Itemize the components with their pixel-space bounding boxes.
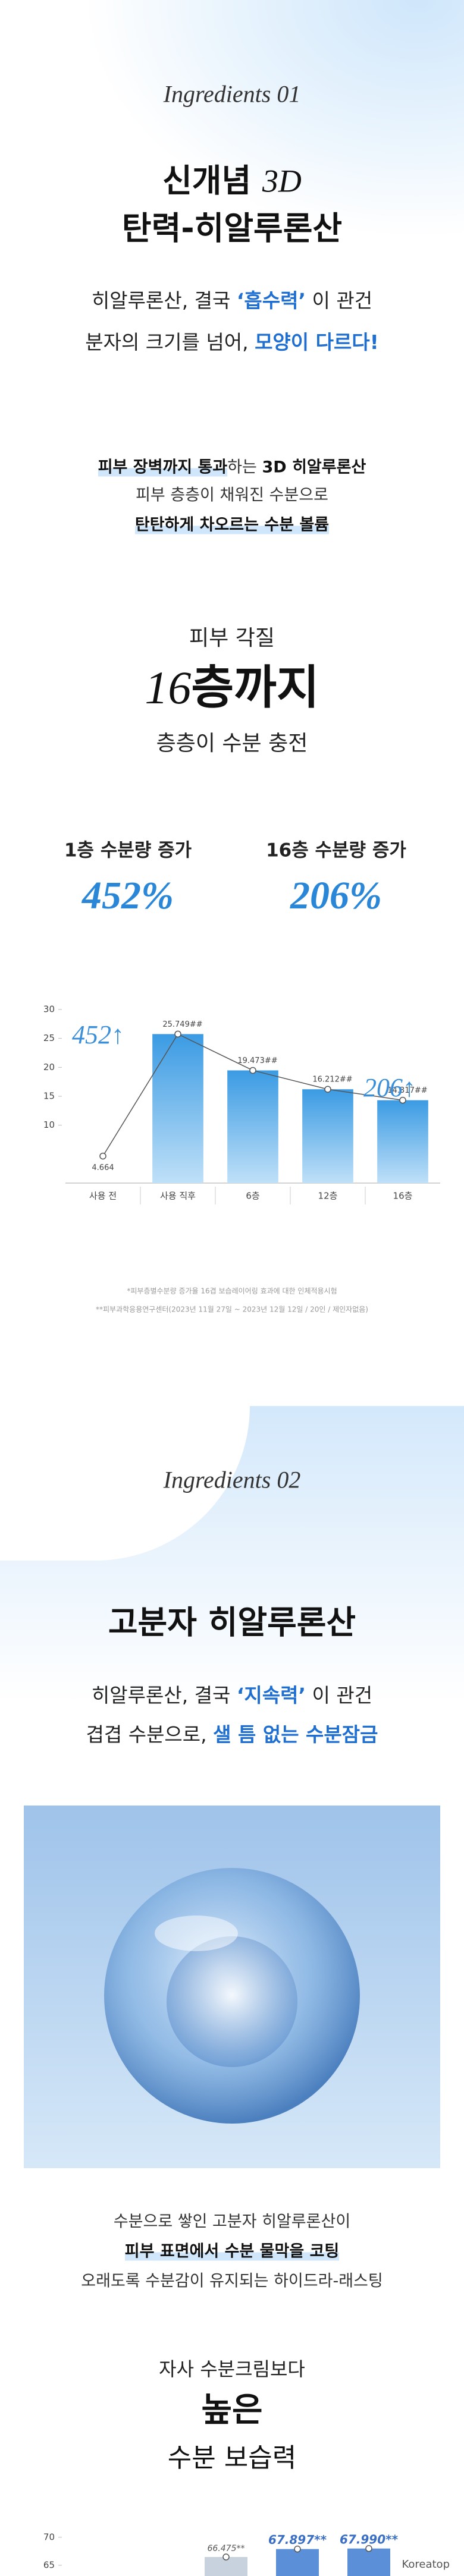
y-tick-label: 70 <box>43 2531 55 2542</box>
compare-post: 수분 보습력 <box>167 2443 297 2473</box>
bar <box>276 2549 319 2576</box>
bubble-image <box>24 1806 440 2168</box>
y-tick-label: 10 <box>43 1119 55 1130</box>
emphasis: ‘지속력’ <box>236 1684 306 1707</box>
y-tick-label: 65 <box>43 2559 55 2570</box>
text: 이 관건 <box>306 289 373 312</box>
text: 하는 <box>227 458 262 477</box>
point <box>249 1067 256 1074</box>
value-label: 4.664 <box>92 1163 114 1172</box>
stat-label: 1층 수분량 증가 <box>64 839 192 861</box>
point <box>294 2545 301 2553</box>
highlight: 피부 장벽까지 통과 <box>98 458 228 477</box>
block-line: 피부 층층이 채워진 수분으로 <box>136 486 328 505</box>
block-line: 수분으로 쌓인 고분자 히알루론산이 <box>113 2212 351 2231</box>
point <box>99 1152 106 1160</box>
stat-value: 206% <box>290 874 382 917</box>
emphasis: 샐 틈 없는 수분잠금 <box>213 1723 378 1746</box>
point <box>399 1096 406 1104</box>
x-tick-label: 사용 직후 <box>160 1191 196 1201</box>
emphasis: 모양이 다르다! <box>255 331 379 354</box>
x-tick-label: 6층 <box>246 1191 259 1201</box>
block-line: 오래도록 수분감이 유지되는 하이드라-래스팅 <box>81 2272 383 2291</box>
bar <box>227 1070 278 1183</box>
bg-top <box>0 0 464 416</box>
bar <box>152 1034 203 1183</box>
y-tick-label: 25 <box>43 1033 55 1043</box>
section-label: Ingredients 01 <box>163 80 301 108</box>
text: 이 관건 <box>306 1684 373 1707</box>
y-tick-label: 30 <box>43 1004 55 1015</box>
y-tick-label: 20 <box>43 1062 55 1072</box>
title-part: 신개념 <box>162 162 262 200</box>
point <box>324 1086 331 1093</box>
intro-line: 히알루론산, 결국 ‘흡수력’ 이 관건 <box>0 285 464 313</box>
compare-pre: 자사 수분크림보다 <box>159 2358 305 2380</box>
stat-label: 16층 수분량 증가 <box>266 839 406 861</box>
annotation: 206↑ <box>363 1073 416 1102</box>
title: 고분자 히알루론산 <box>108 1603 356 1641</box>
footnote: **피부과학응용연구센터(2023년 11월 27일 ~ 2023년 12월 1… <box>96 1305 368 1314</box>
x-tick-label: 16층 <box>393 1191 413 1201</box>
block-line: 피부 표면에서 수분 물막을 코팅 <box>0 2238 464 2262</box>
point <box>365 2545 372 2552</box>
highlight: 탄탄하게 차오르는 수분 볼륨 <box>134 515 330 534</box>
layer-heading: 16층까지 <box>0 650 464 717</box>
title-part: 3D <box>262 163 302 199</box>
value-label: 19.473## <box>237 1056 277 1065</box>
text: 분자의 크기를 넘어, <box>85 331 255 354</box>
bar <box>347 2548 390 2576</box>
layer-post: 층층이 수분 충전 <box>156 731 308 756</box>
bar <box>302 1089 353 1183</box>
bar <box>377 1100 428 1183</box>
intro-line: 겹겹 수분으로, 샐 틈 없는 수분잠금 <box>0 1719 464 1747</box>
value-label: 67.897** <box>268 2533 327 2547</box>
title: 탄력-히알루론산 <box>121 209 343 247</box>
value-label: 66.475** <box>208 2544 245 2553</box>
stat-value: 452% <box>82 874 174 917</box>
x-tick-label: 12층 <box>318 1191 338 1201</box>
x-tick-label: 사용 전 <box>89 1191 117 1201</box>
value-label: 14.317## <box>387 1086 427 1095</box>
point <box>174 1030 181 1038</box>
text: 겹겹 수분으로, <box>86 1723 214 1746</box>
point <box>222 2553 230 2561</box>
number: 16 <box>145 662 192 713</box>
annotation: 452↑ <box>72 1020 124 1049</box>
layer-pre: 피부 각질 <box>189 626 275 650</box>
text: 히알루론산, 결국 <box>91 1684 237 1707</box>
intro-line: 분자의 크기를 넘어, 모양이 다르다! <box>0 326 464 355</box>
suffix: 층까지 <box>191 661 319 715</box>
value-label: 67.990** <box>340 2532 399 2546</box>
title: 신개념 3D <box>0 155 464 202</box>
watermark: Koreatop <box>394 2556 457 2572</box>
chart: 10 15 20 25 30 사용 전 사용 직후 6층 12층 16층 4.664 25.749##… <box>43 1004 440 1204</box>
block-line: 피부 장벽까지 통과하는 3D 히알루론산 <box>0 454 464 477</box>
block-line: 탄탄하게 차오르는 수분 볼륨 <box>0 512 464 535</box>
inner-bubble <box>167 1936 297 2067</box>
footnote: *피부층별수분량 증가율 16겹 보습레이어링 효과에 대한 인체적용시험 <box>127 1287 337 1295</box>
section-label: Ingredients 02 <box>163 1466 301 1493</box>
compare-heading: 높은 <box>201 2391 263 2430</box>
chart: 65 70 66.475** 67.897** 67.990** <box>43 2531 399 2576</box>
y-tick-label: 15 <box>43 1091 55 1102</box>
highlight: 피부 표면에서 수분 물막을 코팅 <box>124 2242 340 2261</box>
bold: 3D 히알루론산 <box>262 458 366 477</box>
value-label: 16.212## <box>312 1075 352 1084</box>
value-label: 25.749## <box>162 1020 202 1029</box>
text: 히알루론산, 결국 <box>91 289 237 312</box>
emphasis: ‘흡수력’ <box>236 289 306 312</box>
intro-line: 히알루론산, 결국 ‘지속력’ 이 관건 <box>0 1679 464 1708</box>
highlight <box>155 1916 238 1951</box>
